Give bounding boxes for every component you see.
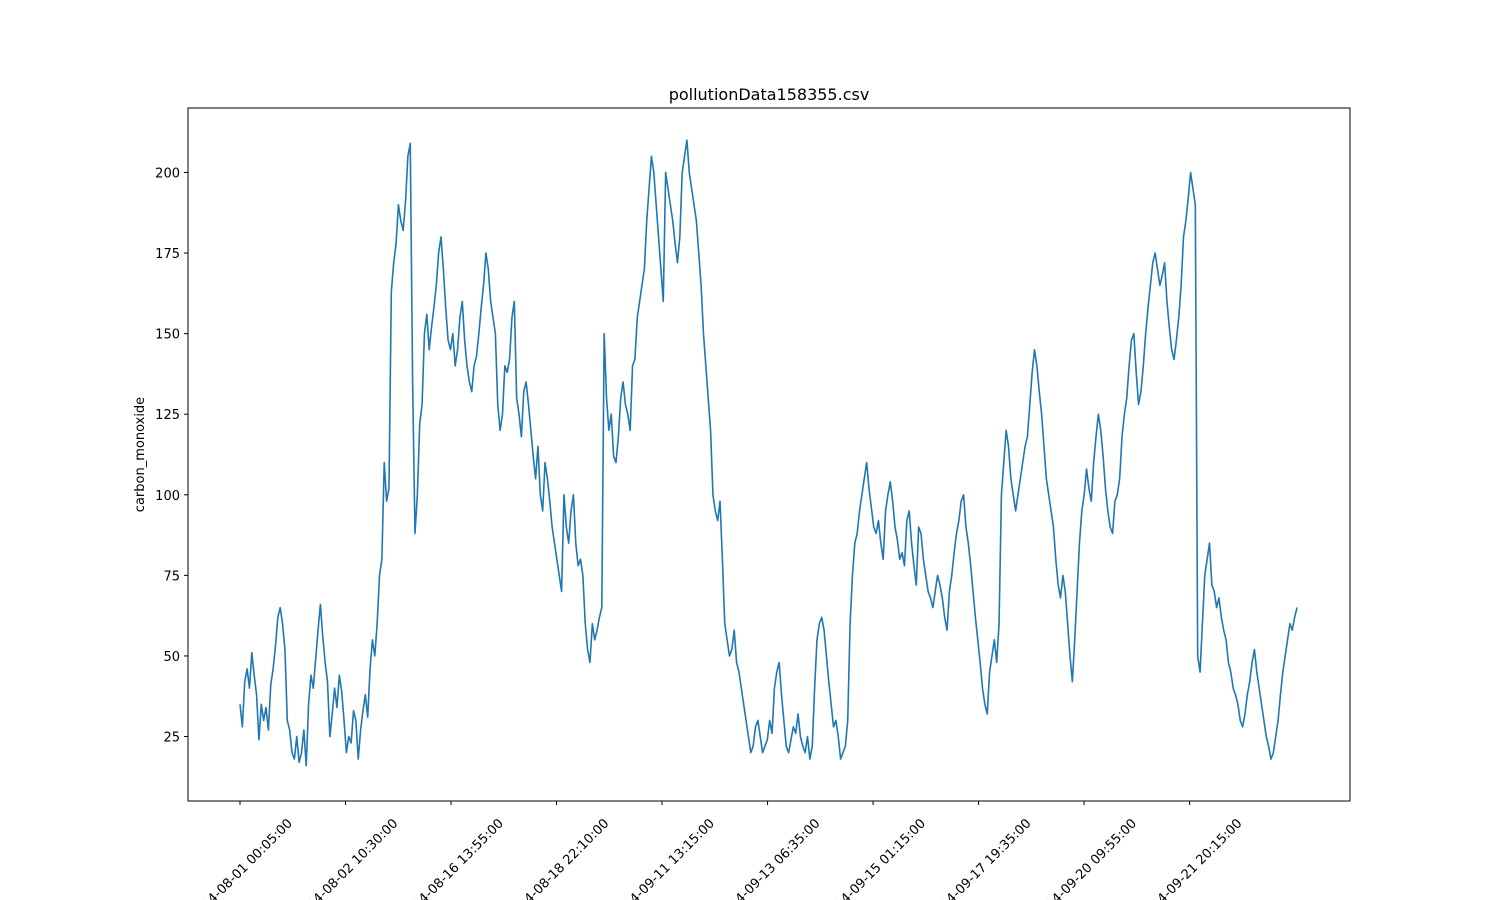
plot-frame <box>187 107 1351 802</box>
y-tick-label: 125 <box>155 408 180 423</box>
x-tick-label: 2014-08-02 10:30:00 <box>293 816 401 900</box>
y-tick-label: 75 <box>163 569 180 584</box>
x-tick-label: 2014-09-15 01:15:00 <box>821 816 929 900</box>
y-tick-label: 50 <box>163 650 180 665</box>
y-tick-label: 25 <box>163 731 180 746</box>
series-layer <box>239 139 1298 767</box>
x-tick-label: 2014-08-18 22:10:00 <box>504 816 612 900</box>
x-tick-label: 2014-08-16 13:55:00 <box>399 816 507 900</box>
y-tick-label: 175 <box>155 247 180 262</box>
y-tick-label: 200 <box>155 166 180 181</box>
series-line <box>239 139 1298 767</box>
x-tick-label: 2014-09-11 13:15:00 <box>610 816 718 900</box>
y-tick-label: 100 <box>155 489 180 504</box>
x-tick-label: 2014-09-20 09:55:00 <box>1032 816 1140 900</box>
x-tick-label: 2014-09-13 06:35:00 <box>715 816 823 900</box>
x-tick-label: 2014-09-17 19:35:00 <box>926 816 1034 900</box>
x-tick-label: 2014-09-21 20:15:00 <box>1137 816 1245 900</box>
y-tick-label: 150 <box>155 328 180 343</box>
y-axis-label: carbon_monoxide <box>133 397 148 512</box>
x-tick-label: 2014-08-01 00:05:00 <box>188 816 296 900</box>
chart-title: pollutionData158355.csv <box>669 85 870 104</box>
